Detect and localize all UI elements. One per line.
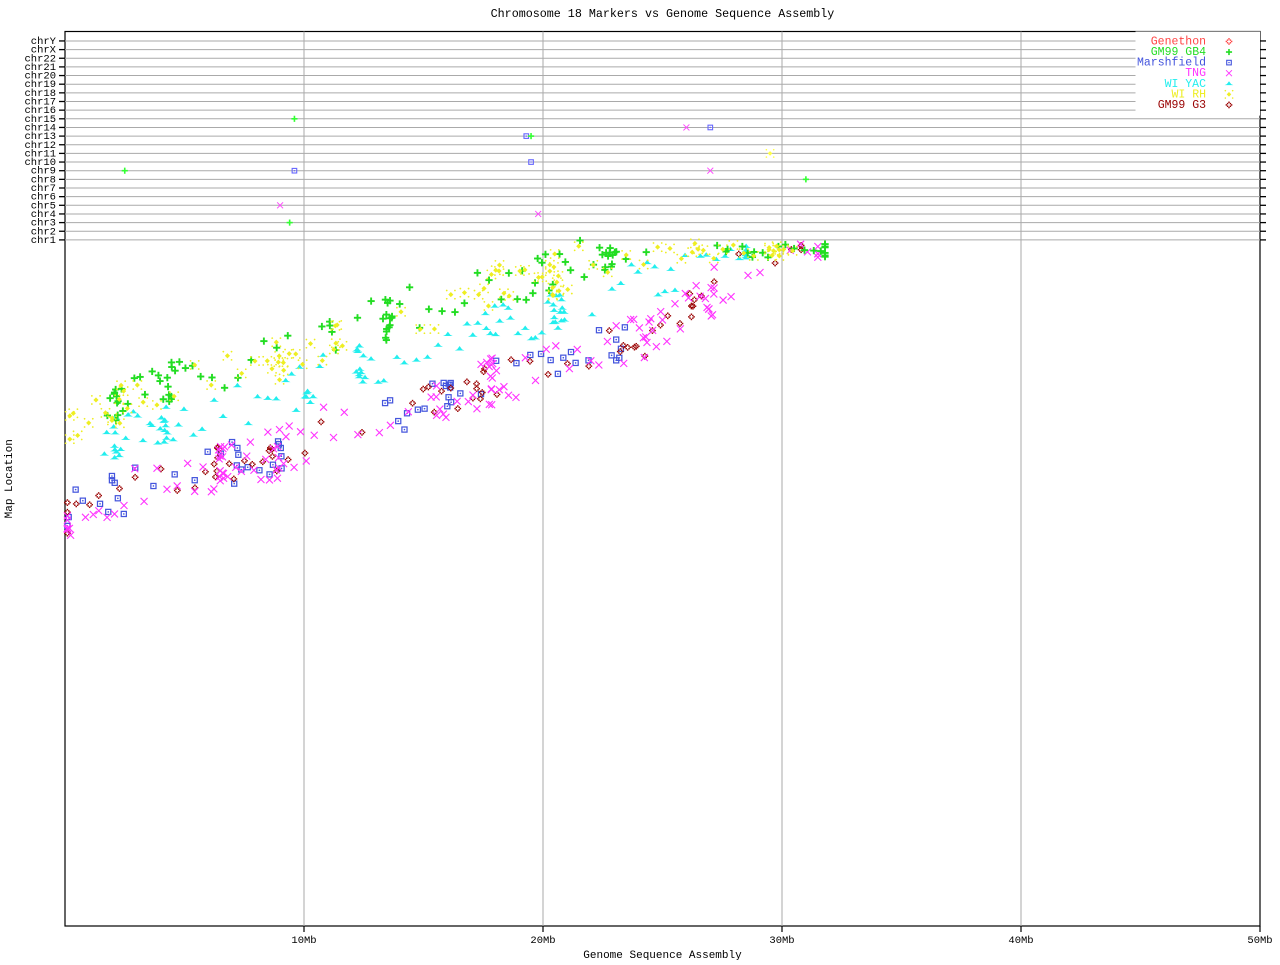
svg-text:GM99 G3: GM99 G3 [1158,99,1206,112]
svg-text:chr1: chr1 [31,235,56,247]
svg-text:Genome Sequence Assembly: Genome Sequence Assembly [583,950,742,960]
svg-text:20Mb: 20Mb [530,935,555,947]
svg-text:Map Location: Map Location [4,439,16,518]
svg-text:30Mb: 30Mb [769,935,794,947]
svg-text:40Mb: 40Mb [1008,935,1033,947]
svg-text:10Mb: 10Mb [291,935,316,947]
svg-text:50Mb: 50Mb [1247,935,1272,947]
svg-text:Chromosome 18 Markers vs Genom: Chromosome 18 Markers vs Genome Sequence… [491,7,835,21]
